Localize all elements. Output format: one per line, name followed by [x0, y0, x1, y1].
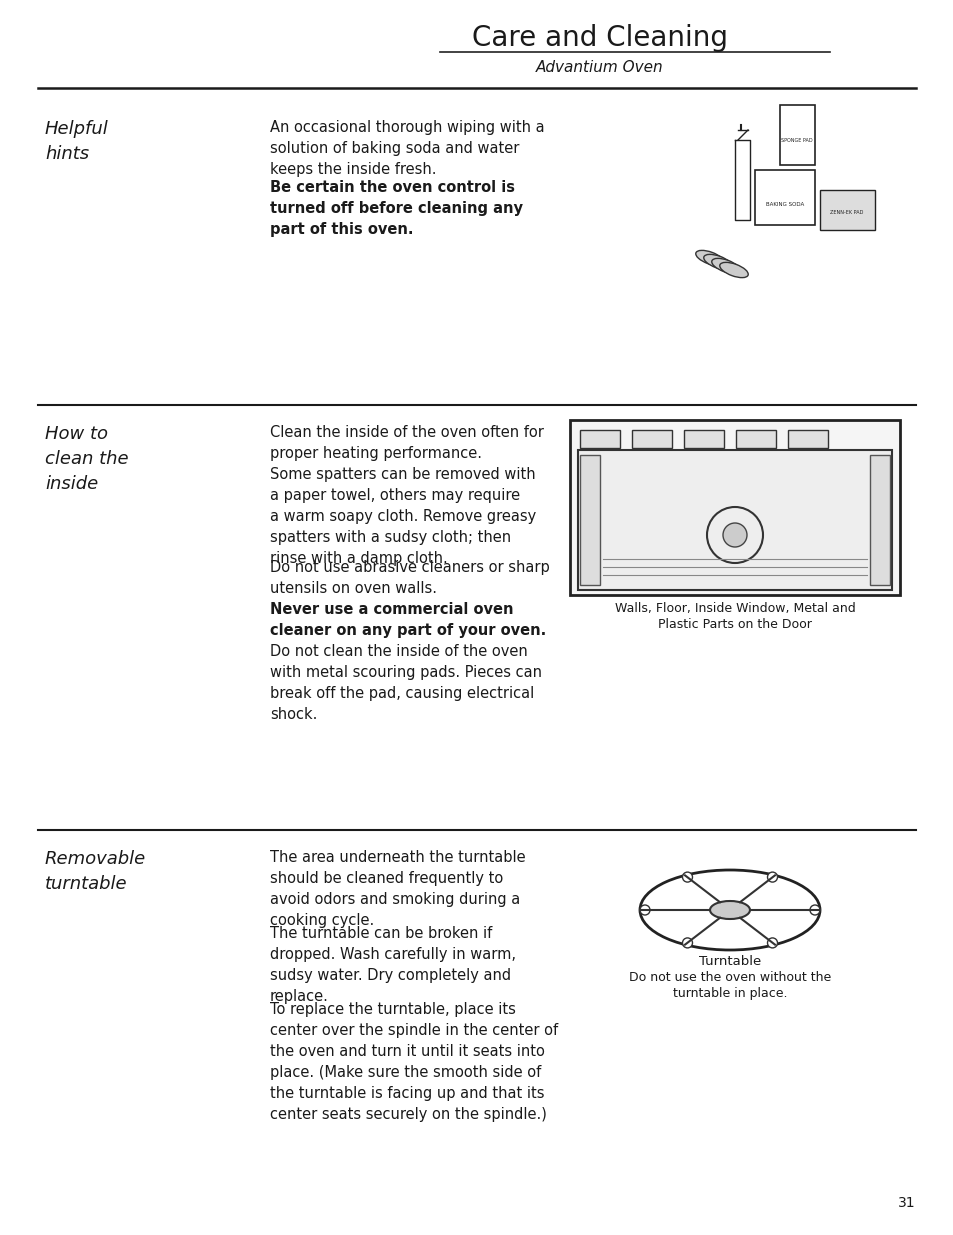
Text: turntable in place.: turntable in place.: [672, 987, 786, 1000]
Ellipse shape: [711, 258, 740, 274]
Text: Be certain the oven control is
turned off before cleaning any
part of this oven.: Be certain the oven control is turned of…: [270, 180, 522, 237]
Bar: [869, 454, 889, 585]
Bar: [780, 105, 814, 165]
Text: Advantium Oven: Advantium Oven: [536, 61, 663, 75]
Text: SPONGE PAD: SPONGE PAD: [781, 137, 812, 142]
Ellipse shape: [695, 251, 723, 266]
Circle shape: [681, 937, 692, 948]
Text: 31: 31: [898, 1195, 915, 1210]
Text: The turntable can be broken if
dropped. Wash carefully in warm,
sudsy water. Dry: The turntable can be broken if dropped. …: [270, 926, 516, 1004]
Text: How to
clean the
inside: How to clean the inside: [45, 425, 129, 493]
Text: Some spatters can be removed with
a paper towel, others may require
a warm soapy: Some spatters can be removed with a pape…: [270, 467, 536, 566]
Text: Never use a commercial oven
cleaner on any part of your oven.: Never use a commercial oven cleaner on a…: [270, 601, 546, 638]
Circle shape: [767, 872, 777, 882]
Bar: [569, 420, 899, 595]
Bar: [631, 430, 671, 448]
Text: Do not use abrasive cleaners or sharp
utensils on oven walls.: Do not use abrasive cleaners or sharp ut…: [270, 559, 549, 597]
Text: Do not clean the inside of the oven
with metal scouring pads. Pieces can
break o: Do not clean the inside of the oven with…: [270, 643, 541, 722]
Text: Removable
turntable: Removable turntable: [45, 850, 146, 893]
Text: Do not use the oven without the: Do not use the oven without the: [628, 971, 830, 984]
Text: Turntable: Turntable: [699, 955, 760, 968]
Circle shape: [722, 522, 746, 547]
Circle shape: [809, 905, 820, 915]
Ellipse shape: [709, 902, 749, 919]
Text: The area underneath the turntable
should be cleaned frequently to
avoid odors an: The area underneath the turntable should…: [270, 850, 525, 927]
Bar: [735, 430, 775, 448]
Text: Plastic Parts on the Door: Plastic Parts on the Door: [658, 618, 811, 631]
Circle shape: [681, 872, 692, 882]
Text: An occasional thorough wiping with a
solution of baking soda and water
keeps the: An occasional thorough wiping with a sol…: [270, 120, 544, 177]
Circle shape: [767, 937, 777, 948]
Bar: [683, 430, 723, 448]
Text: Clean the inside of the oven often for
proper heating performance.: Clean the inside of the oven often for p…: [270, 425, 543, 461]
Circle shape: [639, 905, 649, 915]
Ellipse shape: [719, 262, 747, 278]
Ellipse shape: [703, 254, 732, 269]
Text: Care and Cleaning: Care and Cleaning: [472, 23, 727, 52]
Bar: [578, 450, 891, 590]
Text: Walls, Floor, Inside Window, Metal and: Walls, Floor, Inside Window, Metal and: [614, 601, 855, 615]
Text: Helpful
hints: Helpful hints: [45, 120, 109, 163]
Text: BAKING SODA: BAKING SODA: [765, 203, 803, 207]
Bar: [579, 430, 619, 448]
Bar: [754, 170, 814, 225]
Text: To replace the turntable, place its
center over the spindle in the center of
the: To replace the turntable, place its cent…: [270, 1002, 558, 1123]
Bar: [820, 190, 874, 230]
Bar: [579, 454, 599, 585]
Text: ZENN-EK PAD: ZENN-EK PAD: [829, 210, 862, 215]
Bar: [787, 430, 827, 448]
